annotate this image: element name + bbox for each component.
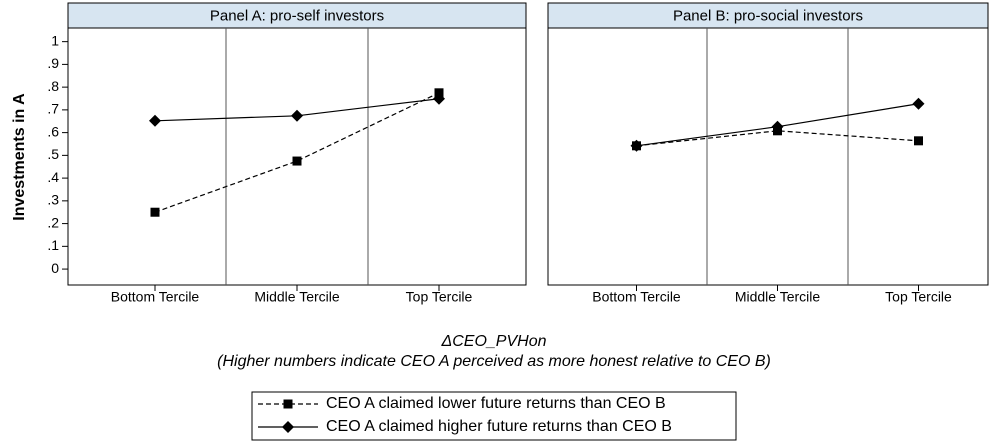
legend-label: CEO A claimed higher future returns than… [326,418,672,435]
x-tick-label: Bottom Tercile [592,289,681,305]
legend-box [251,391,737,441]
y-tick-label: .8 [47,78,59,94]
series-line [154,92,440,213]
marker [914,136,923,146]
marker [149,114,161,127]
marker [433,92,445,105]
panel-title: Panel A: pro-self investors [210,7,384,24]
y-tick-label: .9 [47,55,59,71]
plot-area [547,27,989,286]
y-axis-label: Investments in A [11,93,28,221]
panel-header [67,2,527,29]
marker [292,156,302,166]
y-tick-label: .6 [47,123,59,139]
y-tick-label: .7 [47,101,59,117]
x-tick-label: Middle Tercile [254,289,340,305]
y-tick-label: 1 [51,32,59,48]
legend-marker [282,421,294,433]
y-tick-label: .2 [47,214,59,230]
x-axis-note: (Higher numbers indicate CEO A perceived… [217,353,771,370]
x-tick-label: Top Tercile [406,289,473,305]
y-tick-label: .5 [47,146,59,162]
x-axis-label: ΔCEO_PVHon [441,333,547,350]
x-tick-label: Middle Tercile [735,289,821,305]
marker [771,120,784,133]
plot-area [67,27,527,286]
x-tick-label: Top Tercile [885,289,952,305]
legend-marker [283,399,293,409]
legend-label: CEO A claimed lower future returns than … [326,395,666,412]
y-tick-label: .1 [47,237,59,253]
x-tick-label: Bottom Tercile [111,289,200,305]
marker [150,207,160,217]
marker [630,139,643,152]
marker [912,97,925,110]
panel-title: Panel B: pro-social investors [673,7,863,24]
marker [291,109,303,122]
y-tick-label: .3 [47,192,59,208]
panel-header [547,2,989,29]
y-tick-label: .4 [47,169,59,185]
series-line [636,130,919,147]
y-tick-label: 0 [51,260,59,276]
